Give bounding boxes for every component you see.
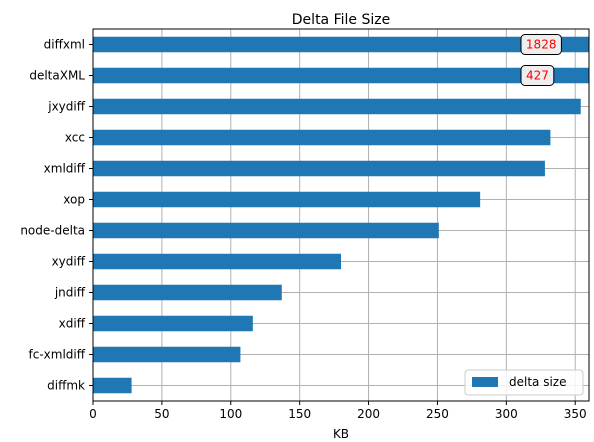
bar <box>93 36 589 53</box>
annotation-box <box>520 65 555 86</box>
annotation-box <box>520 34 562 55</box>
x-tick-label: 350 <box>564 407 587 421</box>
legend: delta size <box>464 369 584 396</box>
legend-box <box>464 369 584 396</box>
x-tick-label: 50 <box>154 407 169 421</box>
bar <box>93 377 132 394</box>
bar <box>93 222 439 239</box>
y-tick-label: deltaXML <box>29 69 85 83</box>
y-tick-label: node-delta <box>20 224 85 238</box>
x-tick-label: 150 <box>288 407 311 421</box>
bars <box>93 36 589 394</box>
y-tick-label: diffmk <box>47 379 85 393</box>
x-axis-label: KB <box>333 427 349 441</box>
bar <box>93 346 241 363</box>
legend-swatch <box>472 377 498 387</box>
x-tick-label: 0 <box>89 407 97 421</box>
y-tick-label: xydiff <box>52 255 86 269</box>
x-tick-label: 250 <box>426 407 449 421</box>
x-tick-label: 200 <box>357 407 380 421</box>
annotation-label: 427 <box>526 69 549 83</box>
annotation-label: 1828 <box>526 38 557 52</box>
grid-lines <box>92 29 589 401</box>
annotation: 1828 <box>520 34 562 55</box>
plot-frame <box>92 28 590 402</box>
y-tick-label: xcc <box>65 131 85 145</box>
y-tick-label: jxydiff <box>47 100 85 114</box>
x-tick-label: 100 <box>219 407 242 421</box>
y-tick-label: fc-xmldiff <box>29 348 86 362</box>
y-tick-label: xdiff <box>59 317 86 331</box>
bar <box>93 160 545 177</box>
chart-title: Delta File Size <box>292 12 390 28</box>
x-tick-label: 300 <box>495 407 518 421</box>
legend-label: delta size <box>509 375 566 389</box>
annotation: 427 <box>520 65 555 86</box>
x-axis-ticks: 0 50 100 150 200 250 300 350 <box>89 401 587 421</box>
y-tick-label: xmldiff <box>44 162 86 176</box>
y-tick-label: jndiff <box>54 286 86 300</box>
bar <box>93 98 581 115</box>
bar <box>93 67 589 84</box>
bar <box>93 315 253 332</box>
y-tick-label: diffxml <box>44 38 85 52</box>
bar <box>93 284 282 301</box>
annotations: 1828 427 <box>520 34 562 86</box>
y-tick-label: xop <box>63 193 85 207</box>
bar <box>93 253 341 270</box>
y-axis-ticks: diffxml deltaXML jxydiff xcc xmldiff xop node-… <box>20 38 93 393</box>
bar <box>93 191 481 208</box>
bar <box>93 129 551 146</box>
